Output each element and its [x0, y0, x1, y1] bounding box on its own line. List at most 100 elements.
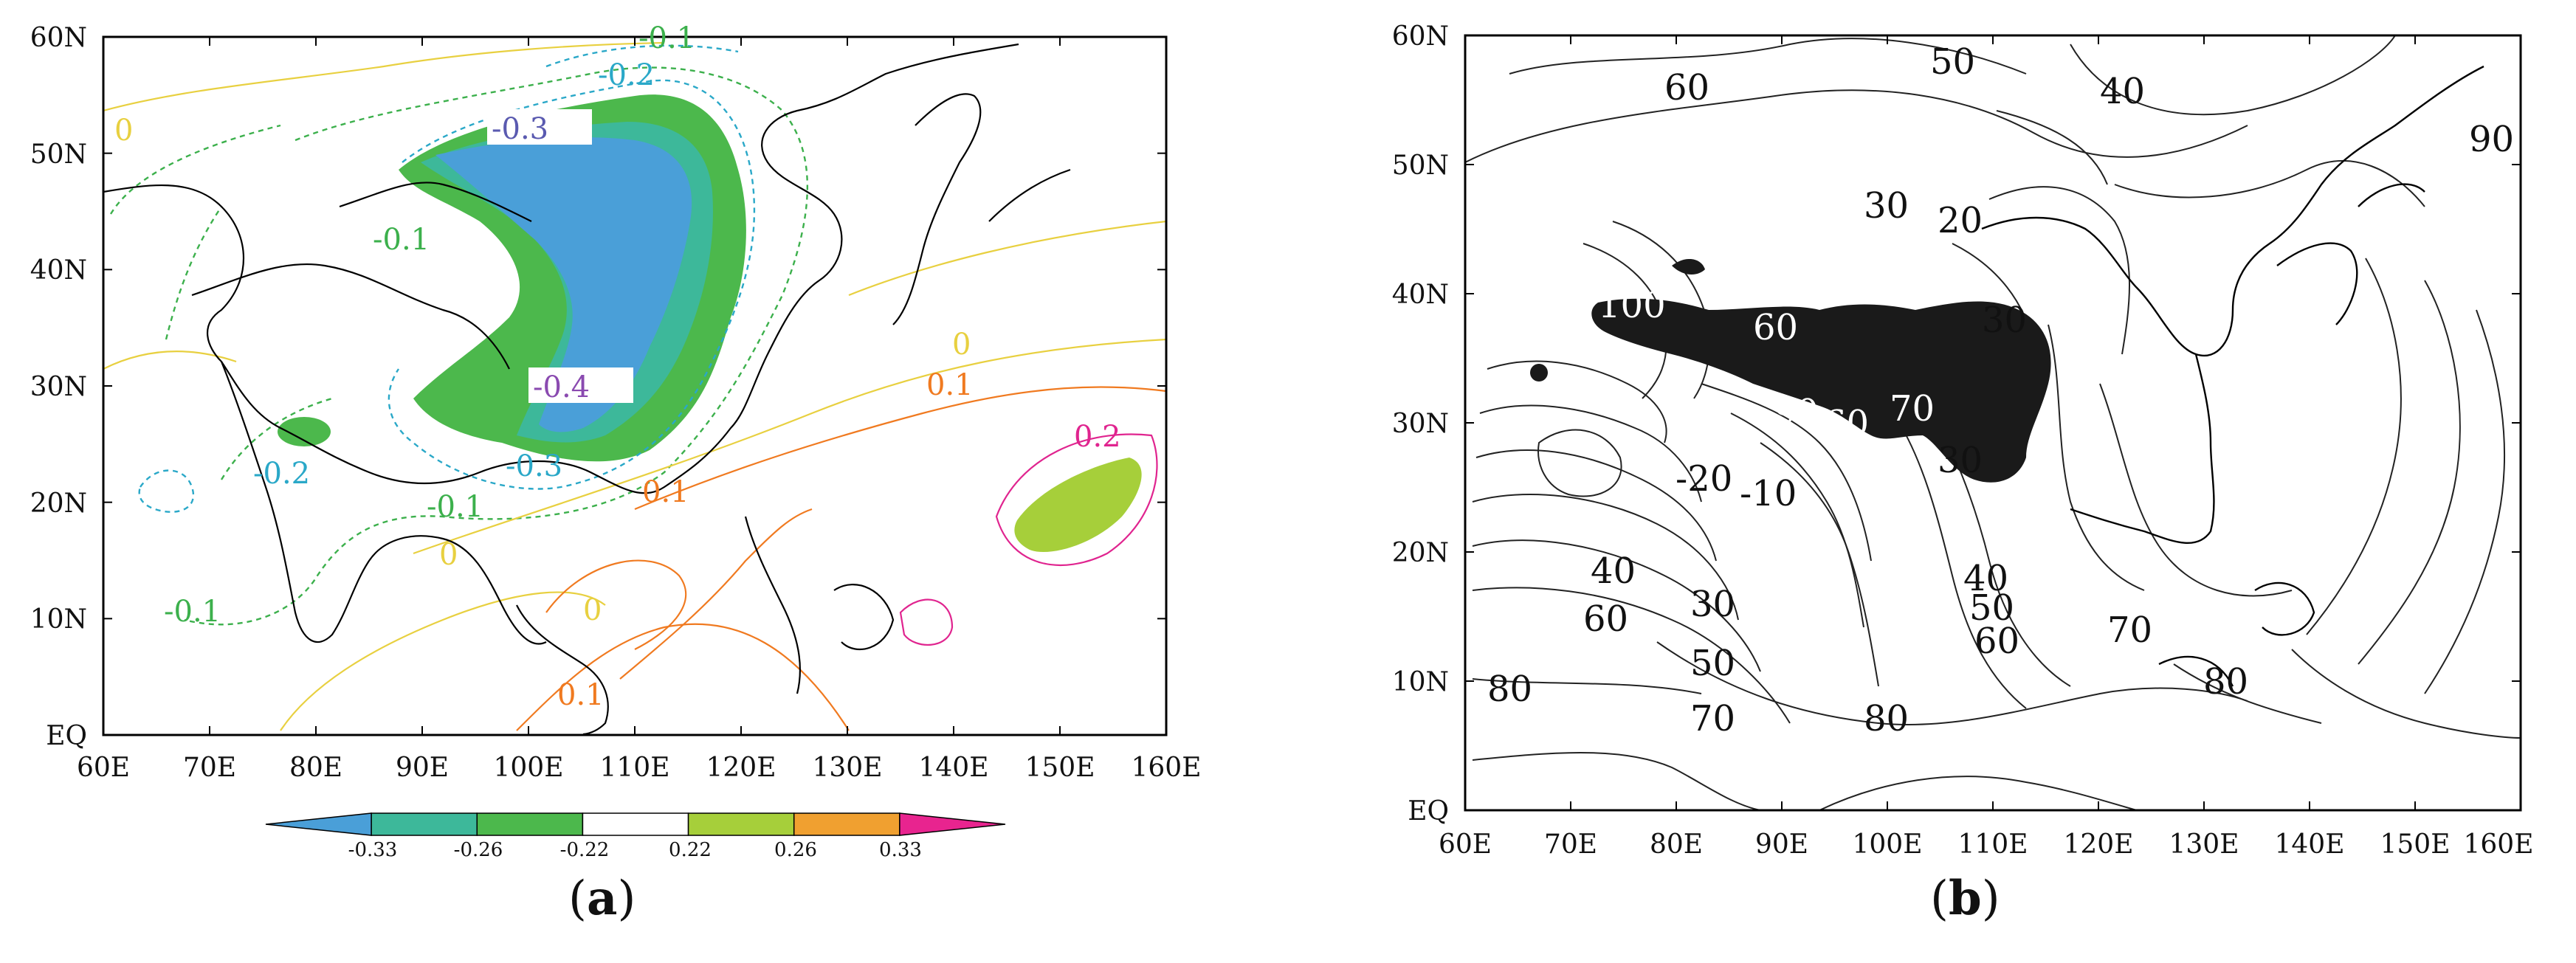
contour-label: 50	[1690, 643, 1735, 684]
colorbar-segment	[371, 812, 478, 836]
coastline	[744, 516, 802, 694]
contour-line	[1760, 442, 1879, 687]
plateau-patch	[1672, 258, 1705, 275]
contour-line	[2520, 347, 2521, 350]
contour-line	[1612, 221, 1710, 399]
lon-label: 120E	[706, 753, 776, 783]
contour-line	[2358, 280, 2461, 665]
plateau-dot	[1530, 364, 1548, 382]
border	[339, 182, 532, 222]
colorbar-segment	[582, 812, 689, 836]
contour-label: 0	[952, 328, 971, 362]
coastline	[892, 93, 982, 325]
contour-label: 30	[1864, 185, 1909, 227]
lon-label: 60E	[77, 753, 130, 783]
panel-tag-letter: a	[586, 871, 618, 926]
panel-tag-letter: b	[1948, 871, 1982, 926]
contour-line	[1475, 449, 1717, 562]
coastline	[988, 168, 1071, 222]
contour-line	[1472, 539, 1761, 672]
contour-label: 30	[1690, 584, 1735, 625]
contour-line	[1996, 110, 2108, 185]
contour-label: -0.1	[427, 490, 483, 524]
lon-label: 70E	[183, 753, 236, 783]
contour-neg-blue	[545, 44, 739, 68]
contour-zero	[103, 350, 237, 370]
contour-label: 80	[1864, 698, 1909, 739]
contour-label: 60	[1824, 403, 1869, 444]
panel-tag-a: (a)	[568, 871, 636, 926]
lon-label: 160E	[2464, 829, 2534, 860]
lon-label: 120E	[2064, 829, 2134, 860]
lat-label: 40N	[1392, 280, 1449, 310]
contour-label: 100	[1598, 285, 1666, 326]
colorbar-segment	[476, 812, 584, 836]
contour-line	[2048, 324, 2145, 591]
coastline	[2158, 655, 2234, 687]
contour-neg-green	[109, 124, 281, 215]
lat-label: 30N	[30, 372, 87, 402]
contour-label: 70	[1890, 388, 1935, 429]
contour-line	[2070, 35, 2396, 116]
contour-label: 80	[2203, 661, 2248, 703]
coastline	[2358, 183, 2425, 207]
contour-label: 20	[1938, 200, 1983, 241]
contour-line	[2424, 309, 2506, 694]
shade-neg-dark	[435, 137, 692, 432]
contour-zero	[413, 338, 1166, 555]
contour-neg-blue	[138, 469, 195, 513]
panel-b: 60N 50N 40N 30N 20N 10N EQ 60E 70E 80E 9…	[1288, 0, 2576, 960]
contour-label: 0	[439, 538, 458, 572]
contour-line	[2099, 383, 2293, 597]
lon-label: 60E	[1439, 829, 1492, 860]
contour-label: -0.2	[253, 457, 310, 491]
coastline	[2276, 242, 2358, 325]
contour-label: 0.1	[926, 368, 974, 402]
contour-label: 40	[1963, 558, 2008, 599]
lat-label: 60N	[30, 23, 87, 53]
contour-label: 50	[1930, 41, 1975, 83]
shade-pos-patch	[1014, 458, 1142, 552]
contour-zero	[103, 41, 665, 112]
contour-line	[1487, 360, 1667, 443]
contour-line	[1472, 752, 1761, 810]
contour-label: 0.1	[642, 475, 689, 509]
contour-label: 80	[1487, 669, 1532, 710]
contour-label: -0.3	[492, 112, 548, 146]
coastline	[2254, 581, 2315, 636]
colorbar-segment	[687, 812, 795, 836]
plateau-mask	[1591, 298, 2051, 483]
colorbar-tick-label: 0.26	[774, 839, 817, 861]
colorbar	[265, 812, 1006, 836]
lon-label: 130E	[2169, 829, 2239, 860]
contour-line	[1988, 186, 2130, 355]
lon-label: 90E	[1755, 829, 1808, 860]
lon-label: 140E	[919, 753, 989, 783]
lat-label: EQ	[46, 721, 87, 751]
lat-label: 10N	[30, 604, 87, 635]
contour-label: 60	[1753, 307, 1798, 348]
lon-label: 150E	[1025, 753, 1095, 783]
contour-line	[2114, 160, 2425, 207]
lat-label: 30N	[1392, 409, 1449, 439]
contour-neg-green	[165, 206, 222, 340]
lon-label: 130E	[813, 753, 883, 783]
contour-line	[2306, 258, 2402, 635]
contour-label: 30	[1982, 300, 2027, 341]
contour-label: 40	[1591, 550, 1636, 592]
panel-a: 60N 50N 40N 30N 20N 10N EQ 60E 70E 80E 9…	[0, 0, 1288, 960]
contour-pos-orange	[619, 508, 813, 680]
lon-label: 140E	[2275, 829, 2345, 860]
lon-label: 110E	[1958, 829, 2028, 860]
contour-label: -0.1	[638, 21, 695, 55]
map-b: 60N 50N 40N 30N 20N 10N EQ 60E 70E 80E 9…	[1392, 21, 2534, 860]
colorbar-segment	[793, 812, 900, 836]
contour-label: -10	[1740, 473, 1797, 514]
contour-label: -0.1	[164, 595, 221, 629]
map-a-field	[103, 37, 1166, 735]
contour-line	[2291, 649, 2521, 739]
coastline	[103, 43, 1019, 494]
contour-label: -20	[1676, 458, 1732, 500]
colorbar-tick-label: 0.22	[669, 839, 712, 861]
contour-line	[1537, 429, 1622, 497]
